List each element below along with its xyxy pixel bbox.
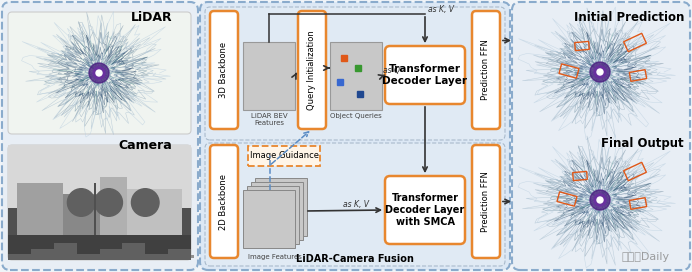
Circle shape (594, 66, 606, 78)
Circle shape (131, 189, 159, 216)
Circle shape (594, 194, 606, 206)
Bar (623, 33, 646, 52)
Text: 2D Backbone: 2D Backbone (219, 174, 228, 230)
FancyBboxPatch shape (512, 2, 690, 270)
Bar (247, 186, 299, 244)
Bar (255, 178, 307, 236)
Circle shape (590, 190, 610, 210)
Text: Transformer
Decoder Layer: Transformer Decoder Layer (383, 64, 468, 86)
Bar (94, 183, 96, 235)
Text: as K, V: as K, V (428, 5, 454, 14)
Bar (100, 249, 122, 260)
FancyBboxPatch shape (2, 2, 198, 270)
Text: Query Initialization: Query Initialization (307, 30, 316, 110)
Bar (330, 42, 382, 110)
Text: as Q: as Q (383, 66, 400, 75)
Text: Initial Prediction: Initial Prediction (574, 11, 684, 24)
Text: Prediction FFN: Prediction FFN (482, 171, 491, 232)
FancyBboxPatch shape (205, 7, 505, 140)
Bar (31, 249, 54, 260)
Bar (8, 254, 31, 260)
Bar (251, 182, 303, 240)
Bar (54, 243, 77, 260)
Text: as K, V: as K, V (343, 200, 369, 209)
Bar (63, 194, 100, 235)
Text: 3D Backbone: 3D Backbone (219, 42, 228, 98)
Bar (8, 235, 191, 260)
Bar (38, 255, 46, 258)
Circle shape (93, 67, 105, 79)
Bar (248, 146, 320, 166)
Bar (62, 255, 71, 258)
Bar (243, 190, 295, 248)
Bar (13, 255, 21, 258)
FancyBboxPatch shape (210, 145, 238, 258)
Bar (161, 255, 170, 258)
Text: LiDAR-Camera Fusion: LiDAR-Camera Fusion (296, 254, 414, 264)
Bar (136, 255, 145, 258)
FancyBboxPatch shape (8, 145, 191, 260)
Bar (629, 198, 646, 209)
FancyBboxPatch shape (8, 12, 191, 134)
Text: Camera: Camera (118, 139, 172, 152)
Bar (557, 192, 577, 206)
Text: Object Queries: Object Queries (330, 113, 382, 119)
Bar (623, 162, 646, 181)
Bar (87, 255, 95, 258)
FancyBboxPatch shape (210, 11, 238, 129)
Bar (77, 254, 100, 260)
Text: Image Guidance: Image Guidance (250, 152, 318, 160)
Bar (8, 145, 191, 208)
Bar (243, 42, 295, 110)
Text: LiDAR: LiDAR (130, 11, 172, 24)
Text: LiDAR BEV
Features: LiDAR BEV Features (251, 113, 287, 126)
Circle shape (67, 189, 95, 216)
FancyBboxPatch shape (472, 145, 500, 258)
Circle shape (597, 197, 603, 203)
Circle shape (590, 62, 610, 82)
Bar (100, 177, 127, 235)
Bar (112, 255, 120, 258)
Bar (186, 255, 194, 258)
Bar (574, 41, 590, 51)
FancyBboxPatch shape (472, 11, 500, 129)
Text: 自动驾Daily: 自动驾Daily (622, 252, 670, 262)
FancyBboxPatch shape (205, 143, 505, 266)
Bar (8, 208, 191, 260)
Bar (122, 243, 145, 260)
Bar (145, 254, 168, 260)
Bar (127, 189, 182, 235)
Bar (17, 183, 63, 235)
Text: Image Features: Image Features (248, 254, 302, 260)
Text: Prediction FFN: Prediction FFN (482, 39, 491, 100)
Bar (629, 70, 646, 81)
Text: Final Output: Final Output (601, 137, 684, 150)
Circle shape (597, 69, 603, 75)
FancyBboxPatch shape (298, 11, 326, 129)
Circle shape (96, 70, 102, 76)
FancyBboxPatch shape (385, 176, 465, 244)
Bar (573, 171, 588, 181)
FancyBboxPatch shape (200, 2, 510, 270)
Circle shape (95, 189, 122, 216)
FancyBboxPatch shape (385, 46, 465, 104)
Bar (559, 64, 579, 78)
Bar (168, 249, 191, 260)
Circle shape (89, 63, 109, 83)
Text: Transformer
Decoder Layer
with SMCA: Transformer Decoder Layer with SMCA (385, 193, 464, 227)
